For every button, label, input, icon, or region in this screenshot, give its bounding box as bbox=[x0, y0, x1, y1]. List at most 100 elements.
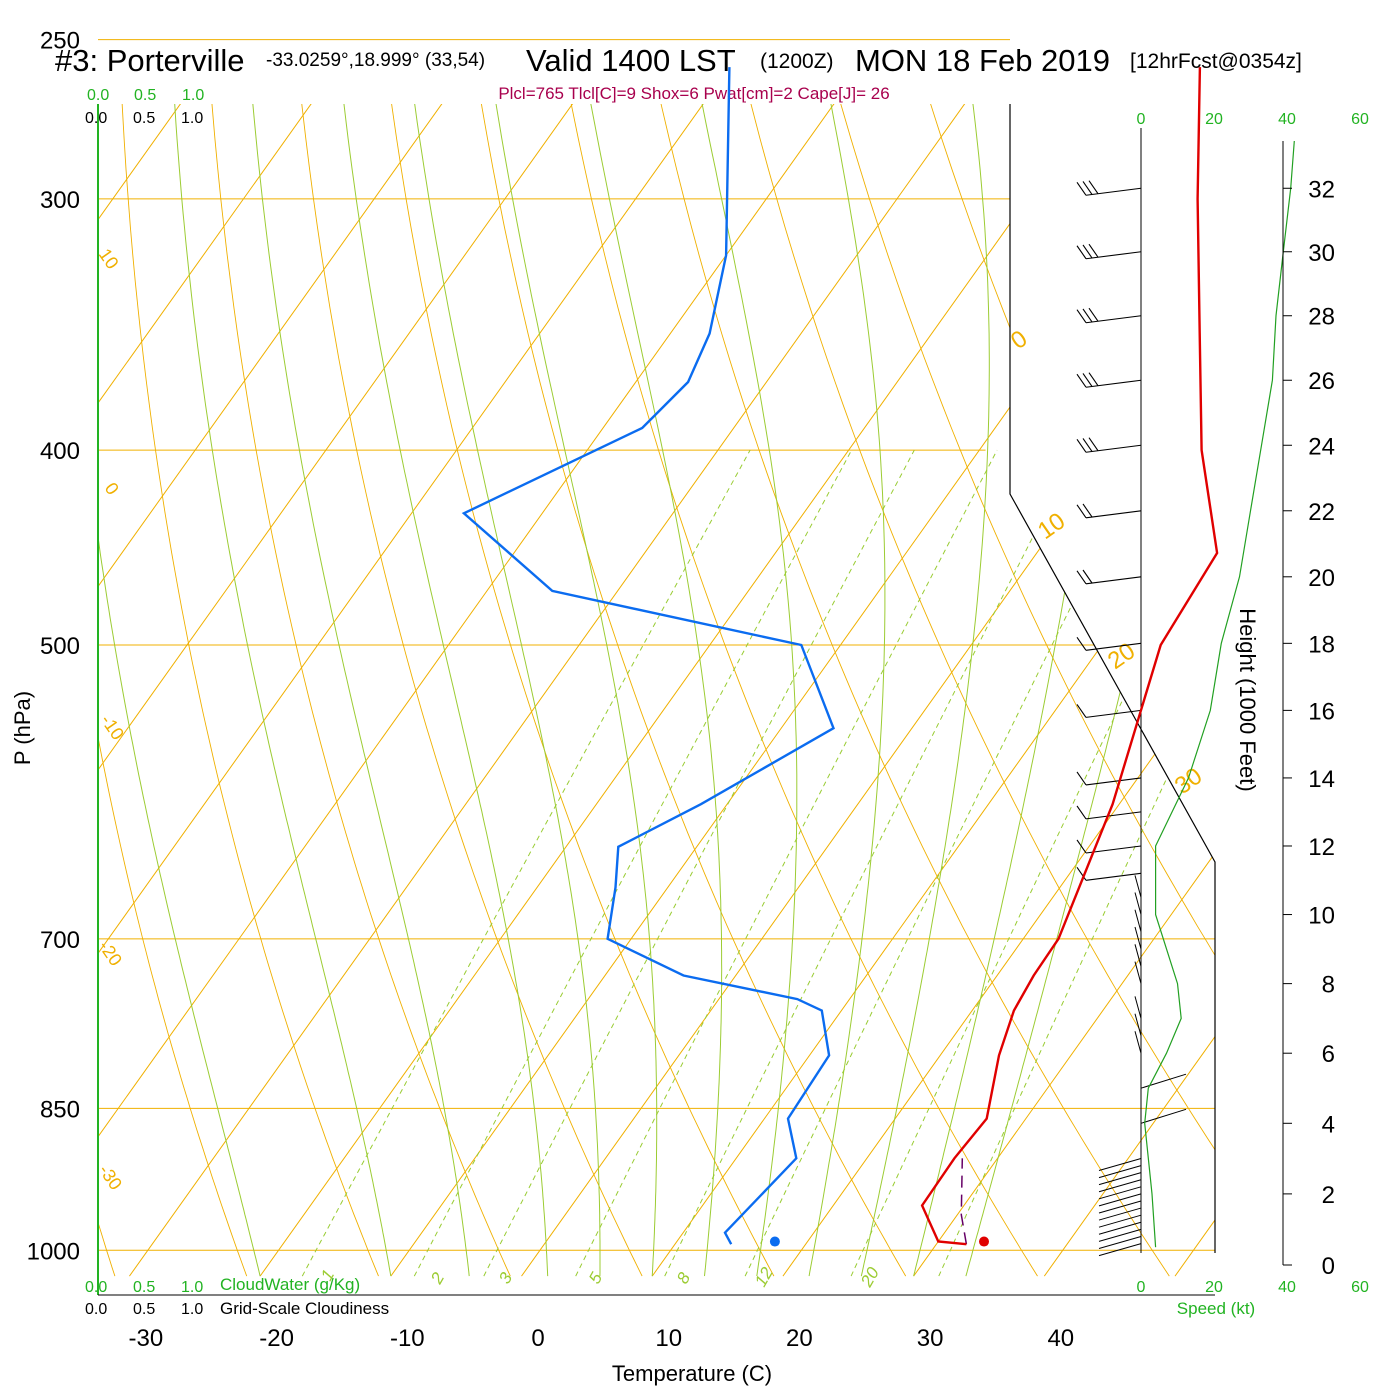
wind-barb bbox=[1134, 909, 1142, 932]
windspeed-profile-line bbox=[1144, 140, 1295, 1248]
wind-barb-flag bbox=[1076, 839, 1087, 854]
scale-tick: 0.0 bbox=[85, 1279, 107, 1296]
speed-tick-bottom: 20 bbox=[1205, 1279, 1223, 1296]
wind-barb bbox=[1098, 1214, 1142, 1228]
speed-tick-bottom: 60 bbox=[1351, 1279, 1369, 1296]
wind-barb bbox=[1098, 1200, 1142, 1214]
pressure-tick-label: 300 bbox=[40, 187, 80, 214]
wind-barb bbox=[1085, 444, 1142, 453]
mixing-ratio-line bbox=[413, 449, 853, 1277]
wind-barb-flag bbox=[1088, 372, 1099, 386]
station-title: #3: Porterville bbox=[55, 43, 245, 78]
mixing-ratio-label: 2 bbox=[427, 1269, 449, 1288]
wind-barb-flag bbox=[1076, 438, 1087, 453]
moist-adiabat-line bbox=[860, 104, 990, 1277]
dry-adiabat-line bbox=[382, 104, 775, 1277]
height-tick-label: 0 bbox=[1322, 1253, 1335, 1280]
wind-barb bbox=[1098, 1236, 1142, 1249]
wind-barb-flag bbox=[1082, 244, 1093, 259]
speed-tick-top: 0 bbox=[1137, 111, 1146, 128]
mixing-ratio-line bbox=[575, 449, 998, 1277]
temperature-trace bbox=[920, 67, 1219, 1246]
isotherm-line bbox=[98, 104, 489, 1277]
isotherm-line bbox=[129, 104, 1011, 1277]
wind-barb-flag bbox=[1082, 503, 1093, 518]
forecast-label: [12hrFcst@0354z] bbox=[1130, 50, 1302, 73]
valid-date: MON 18 Feb 2019 bbox=[855, 43, 1110, 78]
wind-barb bbox=[1098, 1165, 1142, 1179]
moist-adiabat-line bbox=[405, 104, 601, 1277]
plot-frame-right bbox=[1009, 104, 1216, 1253]
scale-tick: 1.0 bbox=[181, 1301, 203, 1318]
isotherm-line bbox=[651, 104, 1215, 1277]
height-tick-label: 22 bbox=[1308, 499, 1335, 526]
moist-adiabat-line bbox=[485, 104, 658, 1277]
height-tick-label: 4 bbox=[1322, 1111, 1335, 1138]
wind-barb-flag bbox=[1082, 308, 1093, 323]
wind-barb bbox=[1085, 251, 1142, 260]
dry-adiabat-line bbox=[98, 104, 248, 1277]
bottom-scale-green: 0.0 0.5 1.0 CloudWater (g/Kg) bbox=[85, 1275, 360, 1296]
mixing-ratio-label: 5 bbox=[585, 1269, 606, 1287]
height-tick-label: 18 bbox=[1308, 631, 1335, 658]
station-coords: -33.0259°,18.999° (33,54) bbox=[266, 50, 485, 71]
wind-barb bbox=[1085, 510, 1142, 519]
speed-tick-bottom: 0 bbox=[1137, 1279, 1146, 1296]
wind-barb bbox=[1098, 1221, 1142, 1235]
mixing-ratio-line bbox=[744, 449, 1150, 1277]
mixing-ratio-line bbox=[664, 449, 1078, 1277]
scale-tick: 1.0 bbox=[181, 1279, 203, 1296]
wind-barb-flag bbox=[1082, 438, 1093, 452]
wind-barb-flag bbox=[1076, 867, 1087, 881]
isotherm-line bbox=[98, 104, 227, 1277]
wind-barb bbox=[1134, 996, 1142, 1019]
wind-barb bbox=[1098, 1193, 1142, 1207]
dry-adiabat-line bbox=[206, 104, 511, 1277]
parcel-trace bbox=[960, 1158, 968, 1245]
isotherm-line bbox=[390, 104, 1215, 1277]
temperature-axis-ticks: -30 -20 -10 0 10 20 30 40 bbox=[129, 1325, 1075, 1352]
wind-barb bbox=[1085, 576, 1142, 585]
isotherm-label: -10 bbox=[97, 711, 128, 744]
cloudiness-label: Grid-Scale Cloudiness bbox=[220, 1299, 389, 1318]
scale-tick: 0.5 bbox=[133, 1279, 155, 1296]
mixing-ratio-label: 8 bbox=[673, 1269, 694, 1287]
isotherm-line bbox=[1174, 104, 1215, 1277]
wind-barb-flag bbox=[1076, 504, 1087, 519]
thermo-background bbox=[98, 104, 1215, 1277]
wind-barb bbox=[1134, 1013, 1142, 1036]
pressure-tick-label: 500 bbox=[40, 633, 80, 660]
height-tick-label: 30 bbox=[1308, 240, 1335, 267]
pressure-tick-label: 700 bbox=[40, 927, 80, 954]
scale-tick: 0.5 bbox=[134, 87, 156, 104]
wind-barb bbox=[1140, 1073, 1187, 1089]
wind-barb bbox=[1085, 811, 1142, 820]
wind-barb bbox=[1085, 315, 1142, 324]
moist-adiabat-lines bbox=[98, 104, 1215, 1277]
wind-barb-flag bbox=[1076, 805, 1087, 820]
wind-barb bbox=[1098, 1172, 1142, 1186]
isotherm-line bbox=[98, 104, 619, 1277]
dry-adiabat-line bbox=[558, 104, 1038, 1277]
height-tick-label: 12 bbox=[1308, 834, 1335, 861]
height-tick-label: 20 bbox=[1308, 565, 1335, 592]
temperature-tick-label: -20 bbox=[259, 1325, 294, 1352]
wind-barb-flag bbox=[1088, 437, 1099, 451]
temperature-tick-label: 0 bbox=[531, 1325, 544, 1352]
mixing-ratio-line bbox=[850, 449, 1215, 1277]
dry-adiabat-line bbox=[470, 104, 907, 1277]
dry-adiabat-line bbox=[734, 104, 1215, 1277]
dry-adiabat-line bbox=[294, 104, 643, 1277]
temperature-tick-label: 30 bbox=[917, 1325, 944, 1352]
pressure-tick-label: 850 bbox=[40, 1096, 80, 1123]
height-tick-label: 26 bbox=[1308, 368, 1335, 395]
wind-barb bbox=[1098, 1207, 1142, 1221]
wind-barb bbox=[1134, 944, 1142, 967]
height-tick-label: 6 bbox=[1322, 1041, 1335, 1068]
wind-barb-flag bbox=[1088, 243, 1099, 258]
height-axis-label: Height (1000 Feet) bbox=[1235, 608, 1260, 791]
scale-tick: 0.5 bbox=[133, 110, 155, 127]
mixing-ratio-label: 3 bbox=[495, 1269, 516, 1287]
